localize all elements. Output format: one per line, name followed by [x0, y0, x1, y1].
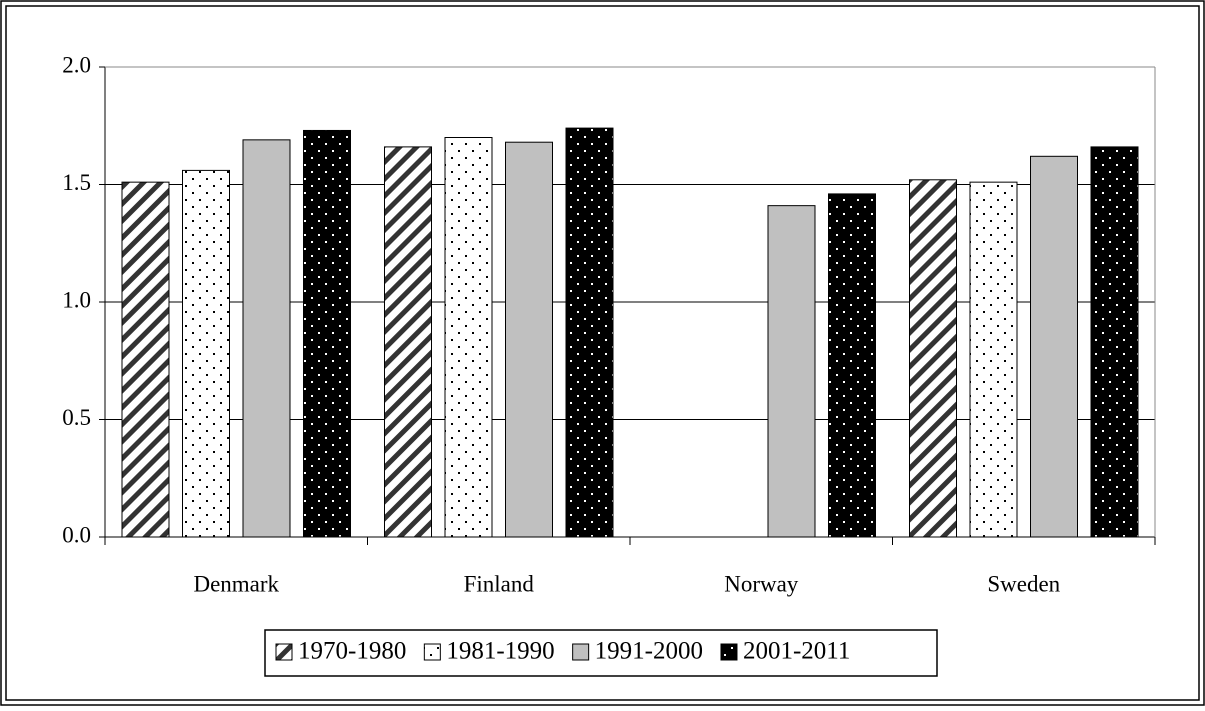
legend-swatch: [423, 643, 441, 661]
bar: [242, 139, 291, 538]
y-tick-label: 0.5: [62, 405, 91, 430]
legend-swatch: [572, 643, 590, 661]
bar: [1090, 146, 1139, 538]
bar: [828, 193, 876, 538]
y-tick-label: 1.0: [62, 287, 91, 312]
x-tick-label: Sweden: [987, 571, 1060, 596]
x-tick-label: Denmark: [193, 571, 279, 596]
bar: [303, 129, 351, 538]
legend-label: 2001-2011: [743, 638, 850, 665]
x-tick-label: Finland: [464, 571, 535, 596]
y-tick-label: 0.0: [62, 522, 91, 547]
legend-box: [264, 629, 938, 677]
y-tick-label: 1.5: [62, 170, 91, 195]
legend-swatch: [720, 643, 738, 661]
bar: [767, 205, 816, 538]
y-tick-label: 2.0: [62, 52, 91, 77]
bar: [444, 137, 493, 538]
bar: [969, 181, 1018, 538]
bar: [121, 181, 170, 538]
legend-label: 1991-2000: [595, 638, 703, 665]
bar: [909, 179, 957, 538]
bar: [565, 127, 614, 538]
inner-frame: [5, 5, 1200, 701]
bar: [384, 146, 432, 538]
bar: [505, 141, 553, 538]
legend-swatch: [275, 643, 293, 661]
legend-label: 1981-1990: [446, 638, 554, 665]
legend-label: 1970-1980: [298, 638, 406, 665]
x-tick-label: Norway: [724, 571, 799, 596]
bar: [1030, 155, 1078, 538]
bar: [182, 169, 230, 538]
